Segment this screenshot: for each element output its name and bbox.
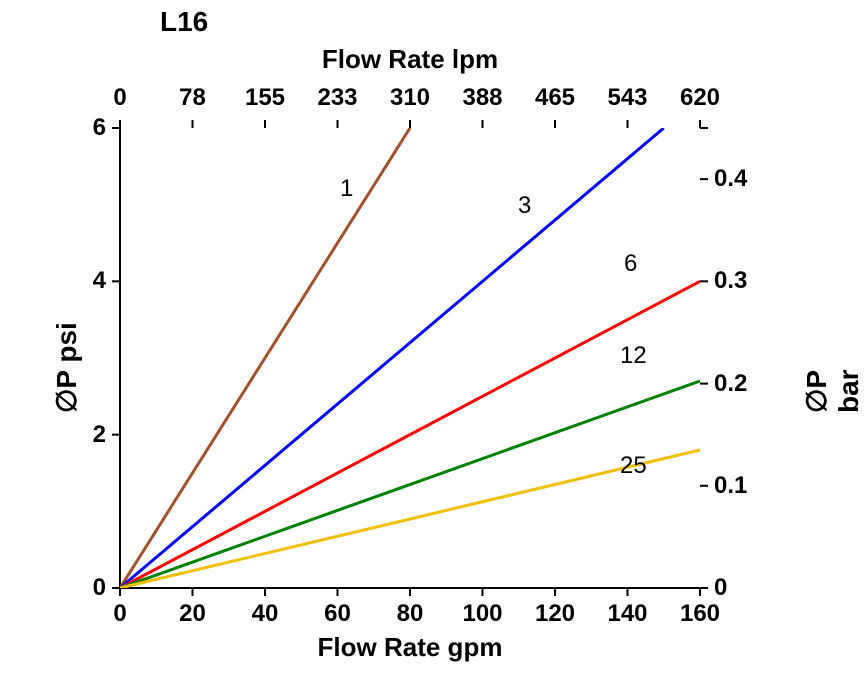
plot-area [0, 0, 868, 700]
y-right-tick-label: 0.4 [714, 165, 747, 193]
x-top-tick-label: 78 [179, 84, 206, 112]
y-right-tick-label: 0.1 [714, 472, 747, 500]
x-top-tick-label: 620 [680, 84, 720, 112]
series-label: 1 [340, 175, 353, 203]
x-bottom-tick-label: 100 [462, 600, 502, 628]
y-right-tick-label: 0.2 [714, 370, 747, 398]
x-bottom-tick-label: 160 [680, 600, 720, 628]
x-bottom-tick-label: 20 [179, 600, 206, 628]
x-top-tick-label: 388 [462, 84, 502, 112]
x-top-tick-label: 155 [245, 84, 285, 112]
x-bottom-tick-label: 60 [324, 600, 351, 628]
y-left-tick-label: 6 [93, 114, 106, 142]
y-left-tick-label: 2 [93, 421, 106, 449]
x-bottom-tick-label: 120 [535, 600, 575, 628]
pressure-drop-chart: L16 Flow Rate lpm Flow Rate gpm ∅P psi ∅… [0, 0, 868, 700]
x-bottom-tick-label: 40 [252, 600, 279, 628]
series-label: 6 [624, 250, 637, 278]
x-bottom-tick-label: 80 [397, 600, 424, 628]
series-label: 3 [518, 192, 531, 220]
y-right-tick-label: 0.3 [714, 267, 747, 295]
y-left-tick-label: 4 [93, 267, 106, 295]
x-top-tick-label: 543 [607, 84, 647, 112]
series-label: 12 [620, 342, 647, 370]
series-line [120, 128, 664, 588]
series-line [120, 128, 410, 588]
x-top-tick-label: 0 [113, 84, 126, 112]
x-top-tick-label: 310 [390, 84, 430, 112]
x-bottom-tick-label: 0 [113, 600, 126, 628]
series-line [120, 281, 700, 588]
series-line [120, 381, 700, 588]
y-right-tick-label: 0 [714, 574, 727, 602]
series-label: 25 [620, 452, 647, 480]
x-top-tick-label: 465 [535, 84, 575, 112]
series-line [120, 450, 700, 588]
x-top-tick-label: 233 [317, 84, 357, 112]
y-left-tick-label: 0 [93, 574, 106, 602]
x-bottom-tick-label: 140 [607, 600, 647, 628]
